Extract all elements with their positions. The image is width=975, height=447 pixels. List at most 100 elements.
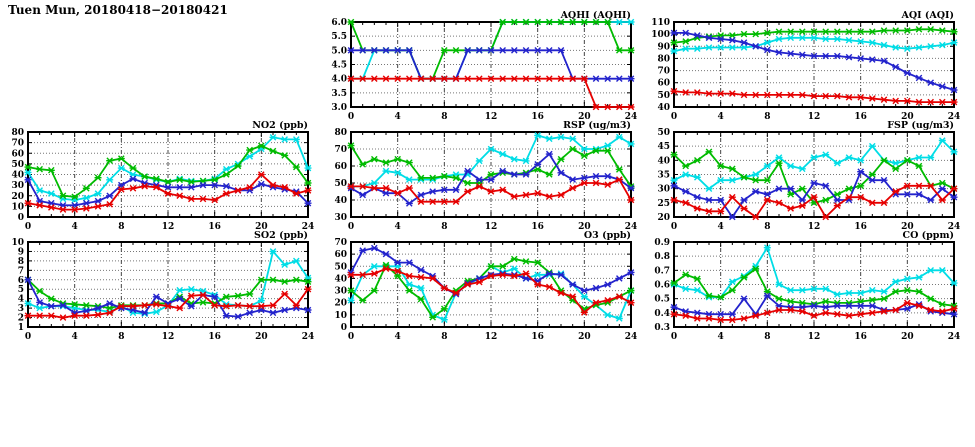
y-tick-label: 50 [657, 91, 670, 101]
series-green [347, 255, 635, 321]
y-tick-label: 100 [651, 30, 670, 40]
y-tick-label: 0.8 [654, 252, 670, 262]
series-red [24, 285, 312, 321]
x-tick-label: 12 [808, 112, 821, 122]
x-tick-label: 24 [625, 112, 638, 122]
x-tick-label: 24 [625, 222, 638, 232]
y-tick-label: 50 [334, 179, 347, 189]
x-tick-label: 4 [72, 222, 78, 232]
series-blue [670, 29, 958, 94]
y-tick-label: 30 [334, 213, 347, 223]
y-tick-label: 50 [11, 160, 24, 170]
series-red [347, 75, 635, 111]
y-tick-label: 3 [18, 304, 24, 314]
series-blue [670, 168, 958, 221]
x-tick-label: 0 [348, 222, 354, 232]
x-tick-label: 0 [671, 222, 677, 232]
x-tick-label: 12 [162, 332, 175, 342]
x-tick-label: 12 [808, 332, 821, 342]
x-tick-label: 20 [901, 332, 914, 342]
chart-title: FSP (ug/m3) [887, 120, 954, 131]
series-cyan [670, 34, 958, 55]
chart-title: RSP (ug/m3) [563, 120, 631, 131]
y-tick-label: 70 [334, 238, 347, 248]
y-tick-label: 8 [18, 257, 24, 267]
y-tick-label: 0.5 [654, 295, 670, 305]
series-red [670, 299, 958, 324]
series-blue [347, 244, 635, 298]
x-tick-label: 8 [764, 332, 770, 342]
x-tick-label: 12 [808, 222, 821, 232]
y-tick-label: 110 [651, 18, 670, 28]
x-tick-label: 8 [118, 222, 124, 232]
x-tick-label: 24 [625, 332, 638, 342]
chart-co: 0.3 0.4 0.5 0.6 0.7 0.8 0.9 0 4 8 12 16 20 24 CO (ppm) [654, 230, 961, 342]
series-red [24, 171, 312, 213]
series-red [347, 265, 635, 316]
chart-title: CO (ppm) [903, 230, 954, 241]
x-tick-label: 4 [395, 222, 401, 232]
chart-title: SO2 (ppb) [254, 230, 308, 241]
y-tick-label: 50 [657, 128, 670, 138]
x-tick-label: 4 [718, 332, 724, 342]
x-tick-label: 8 [764, 222, 770, 232]
y-tick-label: 60 [334, 162, 347, 172]
series-red [670, 87, 958, 106]
y-tick-label: 10 [11, 238, 24, 248]
x-tick-label: 16 [854, 112, 867, 122]
x-tick-label: 0 [671, 112, 677, 122]
x-tick-label: 16 [854, 222, 867, 232]
y-tick-label: 6 [18, 276, 24, 286]
x-tick-label: 24 [948, 222, 961, 232]
x-tick-label: 16 [531, 222, 544, 232]
y-tick-label: 4.5 [331, 61, 347, 71]
chart-title: NO2 (ppb) [252, 120, 308, 131]
chart-aqhi: 3.0 3.5 4.0 4.5 5.0 5.5 6.0 0 4 8 12 16 20 24 AQHI (AQ… [331, 10, 638, 122]
y-tick-label: 0.9 [654, 238, 670, 248]
series-green [670, 148, 958, 207]
x-tick-label: 24 [948, 332, 961, 342]
y-tick-label: 7 [18, 266, 24, 276]
y-tick-label: 6.0 [331, 18, 347, 28]
chart-rsp: 30 40 50 60 70 80 0 4 8 12 16 20 24 RSP (ug/m3) [334, 120, 638, 232]
series-blue [24, 175, 312, 209]
chart-title: O3 (ppb) [584, 230, 631, 241]
x-tick-label: 12 [485, 222, 498, 232]
y-tick-label: 70 [334, 145, 347, 155]
x-tick-label: 4 [718, 222, 724, 232]
y-tick-label: 25 [657, 199, 670, 209]
y-tick-label: 60 [334, 250, 347, 260]
y-tick-label: 20 [11, 192, 24, 202]
y-tick-label: 5.5 [331, 32, 347, 42]
x-tick-label: 4 [395, 332, 401, 342]
y-tick-label: 5 [18, 285, 24, 295]
x-tick-label: 20 [255, 222, 268, 232]
y-tick-label: 30 [11, 181, 24, 191]
y-tick-label: 0 [18, 213, 24, 223]
x-tick-label: 12 [162, 222, 175, 232]
y-tick-label: 0.6 [654, 281, 670, 291]
x-tick-label: 20 [578, 112, 591, 122]
y-tick-label: 4.0 [331, 75, 347, 85]
y-tick-label: 40 [657, 103, 670, 113]
chart-o3: 0 10 20 30 40 50 60 70 0 4 8 12 16 20 24 O3 (ppb) [334, 230, 638, 342]
series-green [347, 142, 635, 190]
x-tick-label: 12 [485, 332, 498, 342]
x-tick-label: 0 [25, 222, 31, 232]
x-tick-label: 0 [25, 332, 31, 342]
y-tick-label: 35 [657, 171, 670, 181]
series-green [670, 26, 958, 46]
y-tick-label: 60 [11, 149, 24, 159]
x-tick-label: 8 [441, 222, 447, 232]
y-tick-label: 45 [657, 142, 670, 152]
series-green [670, 265, 958, 310]
y-tick-label: 30 [657, 185, 670, 195]
y-tick-label: 60 [657, 79, 670, 89]
y-tick-label: 10 [334, 311, 347, 321]
y-tick-label: 5.0 [331, 46, 347, 56]
x-tick-label: 8 [764, 112, 770, 122]
x-tick-label: 24 [948, 112, 961, 122]
